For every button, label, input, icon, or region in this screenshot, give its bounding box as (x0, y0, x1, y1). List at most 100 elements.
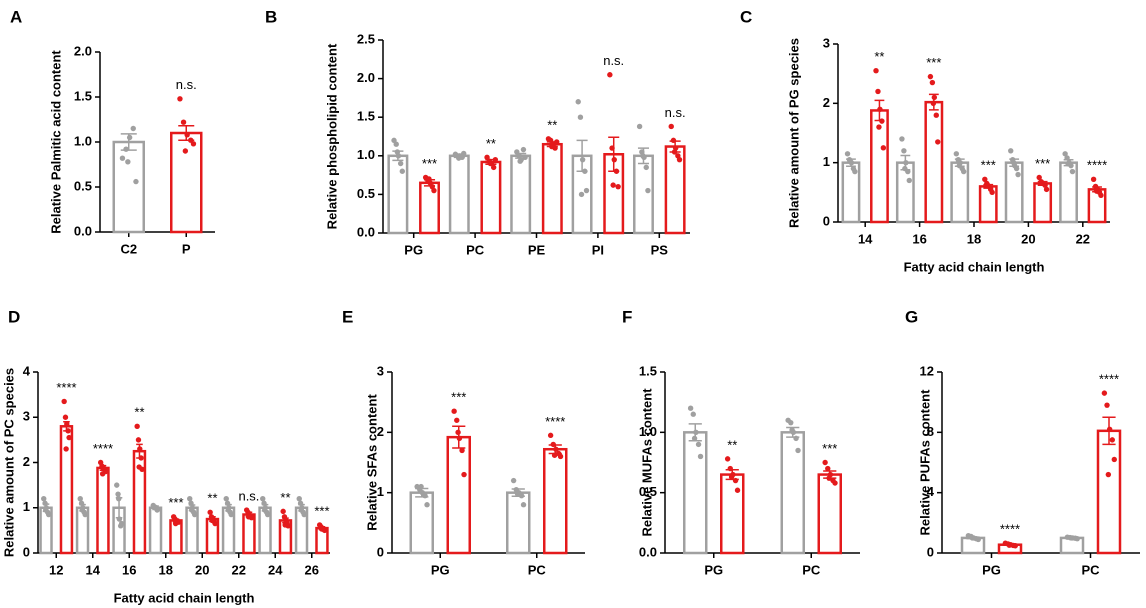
x-tick-label: P (182, 241, 191, 256)
bar (409, 491, 434, 555)
data-point (695, 441, 702, 448)
data-point (1093, 188, 1100, 194)
data-point (732, 477, 739, 484)
significance-label: **** (1099, 372, 1119, 387)
bar (543, 447, 568, 555)
y-axis-label: Relative amount of PG species (786, 38, 801, 228)
significance-label: n.s. (176, 77, 197, 92)
data-point (394, 149, 401, 155)
data-point (727, 465, 733, 472)
data-point (645, 187, 651, 194)
x-tick-label: PC (528, 562, 547, 577)
x-tick-label: 18 (159, 562, 173, 577)
significance-label: n.s. (665, 105, 686, 120)
data-point (207, 509, 213, 515)
x-axis-label: Fatty acid chain length (904, 259, 1045, 274)
y-tick-label: 0.5 (357, 186, 375, 201)
significance-label: n.s. (603, 53, 624, 68)
x-tick-label: PG (982, 562, 1001, 577)
data-point (557, 453, 564, 460)
y-tick-label: 0.5 (639, 484, 657, 499)
data-point (134, 423, 140, 429)
x-tick-label: PC (802, 562, 821, 577)
data-point (431, 187, 437, 194)
data-point (876, 124, 882, 130)
data-point (553, 446, 559, 452)
data-point (852, 168, 858, 175)
data-point (953, 151, 960, 157)
data-point (209, 517, 215, 524)
y-tick-label: 0 (23, 544, 30, 559)
data-point (643, 164, 649, 171)
data-point (130, 125, 136, 132)
data-point (260, 496, 266, 502)
data-point (933, 112, 939, 118)
bar (1096, 429, 1122, 555)
data-point (906, 177, 912, 184)
data-point (280, 508, 286, 515)
y-tick-label: 1.5 (74, 88, 92, 103)
data-point (577, 114, 584, 120)
y-axis-label: Relative MUFAs content (639, 388, 654, 537)
data-point (82, 511, 88, 518)
data-point (902, 165, 908, 172)
data-point (138, 455, 144, 461)
significance-label: n.s. (238, 488, 259, 503)
data-point (422, 492, 428, 499)
data-point (61, 398, 67, 405)
data-point (78, 500, 85, 506)
significance-label: **** (1087, 158, 1107, 173)
data-point (66, 434, 72, 441)
y-tick-label: 1.0 (357, 147, 375, 162)
y-tick-label: 1.5 (639, 363, 657, 378)
data-point (985, 182, 991, 188)
data-point (180, 119, 187, 125)
data-point (461, 150, 467, 157)
data-point (873, 68, 879, 74)
data-point (826, 475, 832, 481)
bar (480, 160, 502, 235)
y-tick-label: 4 (927, 484, 935, 499)
data-point (935, 139, 941, 145)
y-axis-label: Relative Palmitic acid content (48, 50, 63, 234)
data-point (615, 183, 621, 190)
data-point (455, 429, 461, 436)
data-point (261, 500, 267, 506)
x-tick-label: 22 (1076, 231, 1090, 246)
significance-label: *** (981, 158, 996, 173)
significance-label: *** (822, 441, 837, 456)
data-point (1109, 437, 1116, 443)
y-tick-label: 2 (23, 454, 30, 469)
data-point (1062, 151, 1068, 157)
data-point (676, 156, 683, 163)
data-point (461, 471, 467, 478)
data-point (126, 134, 133, 141)
x-tick-label: PG (431, 562, 450, 577)
y-tick-label: 0 (377, 544, 384, 559)
data-point (426, 176, 432, 182)
x-tick-label: 26 (305, 562, 319, 577)
data-point (671, 149, 678, 155)
data-point (687, 405, 694, 411)
y-tick-label: 2.0 (357, 70, 375, 85)
data-point (1074, 535, 1080, 542)
data-point (578, 191, 585, 198)
data-point (1069, 168, 1076, 175)
bar (242, 513, 256, 555)
significance-label: ** (547, 117, 557, 132)
y-tick-label: 8 (927, 424, 934, 439)
data-point (492, 156, 499, 163)
significance-label: *** (314, 503, 329, 518)
data-point (930, 100, 937, 107)
data-point (575, 99, 581, 105)
data-point (1010, 159, 1017, 166)
bar (506, 491, 531, 555)
data-point (297, 500, 304, 506)
y-tick-label: 0.0 (74, 223, 92, 238)
data-point (137, 446, 143, 452)
data-point (43, 507, 49, 513)
data-point (77, 496, 83, 502)
x-tick-label: 12 (49, 562, 63, 577)
data-point (454, 417, 460, 423)
